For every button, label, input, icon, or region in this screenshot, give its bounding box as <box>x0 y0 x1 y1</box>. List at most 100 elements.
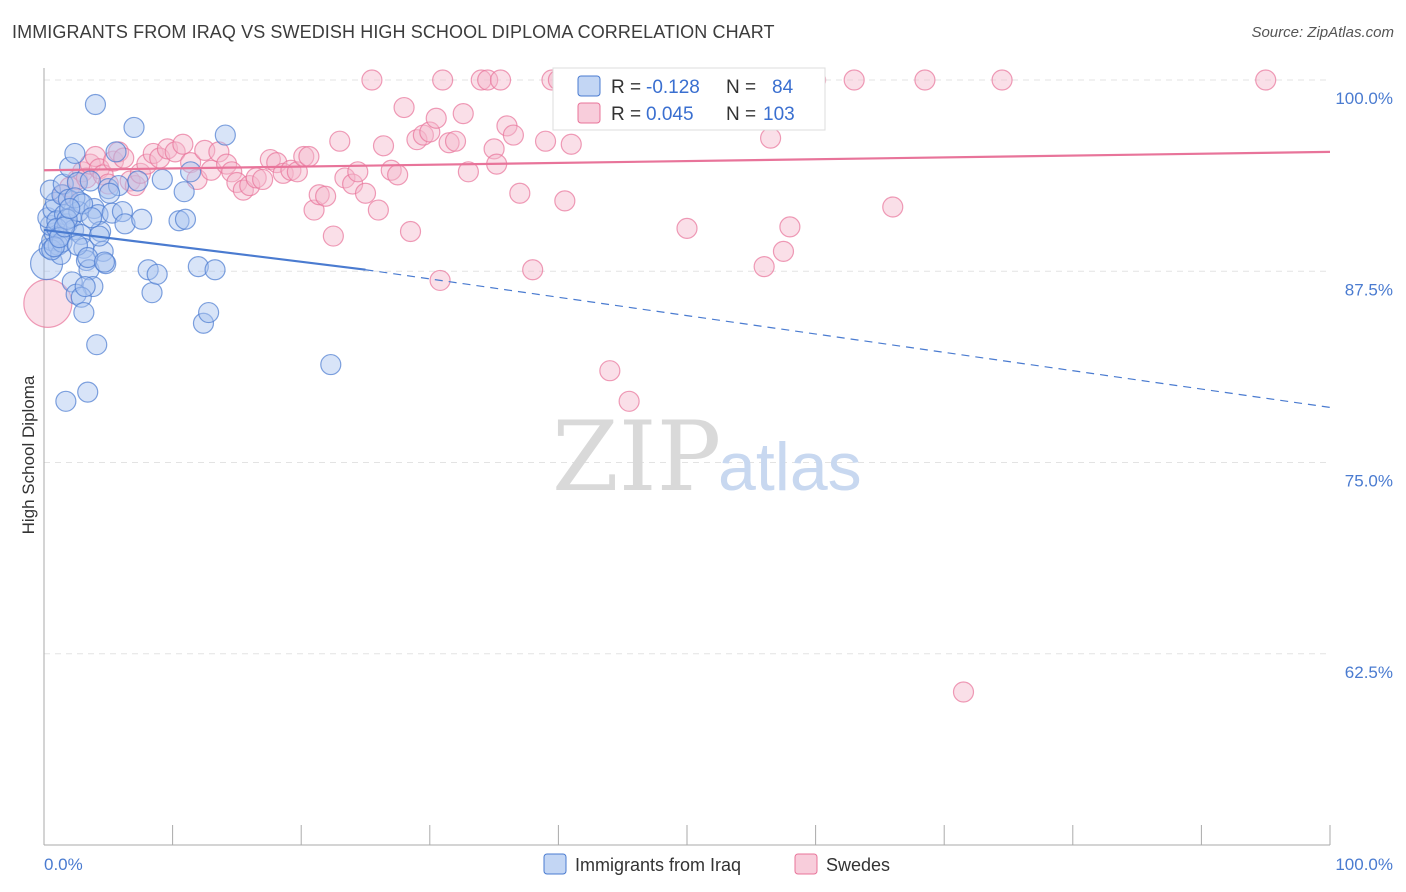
iraq-point-54 <box>74 275 96 298</box>
iraq-point-21 <box>64 142 86 165</box>
swedes-point-53 <box>372 135 395 157</box>
iraq-point-56 <box>77 381 99 403</box>
iraq-point-39 <box>105 141 127 163</box>
iraq-point-31 <box>79 170 101 192</box>
y-tick-label-0: 62.5% <box>1345 663 1393 682</box>
swedes-point-98 <box>991 69 1013 91</box>
swedes-point-43 <box>308 184 330 206</box>
swedes-point-92 <box>779 216 801 238</box>
iraq-point-49 <box>151 168 173 191</box>
legend-r-value-swedes: 0.045 <box>646 104 694 125</box>
swedes-point-66 <box>457 161 479 183</box>
iraq-trend-extension <box>365 269 1331 409</box>
swedes-point-70 <box>489 69 512 91</box>
iraq-point-55 <box>86 334 108 356</box>
iraq-point-10 <box>39 179 62 201</box>
y-tick-label-2: 87.5% <box>1345 280 1393 299</box>
iraq-point-53 <box>73 301 95 324</box>
iraq-point-42 <box>114 213 136 235</box>
swedes-point-75 <box>534 130 557 152</box>
swedes-point-63 <box>438 132 460 154</box>
x-tick-label-0: 0.0% <box>44 855 83 874</box>
watermark: ZIP atlas <box>552 401 862 513</box>
swedes-point-97 <box>952 681 975 703</box>
axes <box>43 68 1331 846</box>
swedes-point-60 <box>419 121 441 143</box>
y-tick-label-3: 100.0% <box>1335 89 1393 108</box>
iraq-point-64 <box>198 301 220 324</box>
iraq-point-30 <box>84 93 107 116</box>
swedes-point-7 <box>84 145 107 168</box>
swedes-point-68 <box>477 69 499 91</box>
swedes-point-73 <box>509 182 531 204</box>
grid-lines <box>44 79 1330 655</box>
swedes-point-64 <box>444 130 467 152</box>
swedes-point-38 <box>280 159 302 181</box>
watermark-atlas: atlas <box>718 429 862 505</box>
swedes-point-94 <box>843 69 865 91</box>
swedes-point-27 <box>208 141 230 163</box>
iraq-point-63 <box>192 312 215 334</box>
legend-r-label-iraq: R = <box>611 77 641 98</box>
trend-lines <box>43 150 1331 409</box>
swedes-point-51 <box>361 69 383 91</box>
legend-n-label-iraq: N = <box>726 77 756 98</box>
iraq-point-58 <box>168 210 190 232</box>
iraq-point-47 <box>141 282 163 304</box>
swedes-point-34 <box>252 168 274 191</box>
iraq-point-20 <box>59 156 81 178</box>
iraq-point-60 <box>180 161 202 183</box>
swedes-point-21 <box>164 141 186 163</box>
swedes-point-52 <box>367 199 389 221</box>
swedes-trend-line <box>43 150 1331 172</box>
iraq-point-67 <box>320 353 342 376</box>
legend-n-value-iraq: 84 <box>772 77 794 98</box>
iraq-point-66 <box>214 124 236 146</box>
legend-swatch-iraq <box>577 75 601 97</box>
iraq-point-80 <box>59 197 81 220</box>
swedes-point-22 <box>172 133 194 155</box>
watermark-zip: ZIP <box>552 401 721 513</box>
swedes-point-89 <box>753 256 775 278</box>
swedes-point-61 <box>425 107 447 129</box>
swedes-point-44 <box>315 185 337 207</box>
correlation-legend: R = -0.128 N = 84 R = 0.045 N = 103 <box>552 67 826 131</box>
iraq-point-43 <box>123 116 145 139</box>
x-tick-labels: 0.0% 100.0% <box>44 855 1393 874</box>
series-label-iraq: Immigrants from Iraq <box>575 855 741 875</box>
swedes-point-91 <box>772 240 795 262</box>
swedes-point-50 <box>354 182 377 204</box>
series-label-swedes: Swedes <box>826 855 890 875</box>
legend-n-value-swedes: 103 <box>763 104 795 125</box>
y-tick-labels: 62.5% 75.0% 87.5% 100.0% <box>1335 89 1393 682</box>
iraq-point-0 <box>29 247 64 281</box>
iraq-point-74 <box>80 207 103 229</box>
iraq-point-48 <box>146 263 168 285</box>
iraq-point-65 <box>204 259 226 281</box>
swedes-point-55 <box>387 164 409 186</box>
series-swatch-swedes <box>794 853 818 875</box>
series-legend: Immigrants from Iraq Swedes <box>543 853 890 875</box>
swedes-point-41 <box>298 145 320 168</box>
swedes-point-72 <box>502 124 524 146</box>
iraq-point-57 <box>55 390 77 412</box>
legend-swatch-swedes <box>577 102 601 124</box>
swedes-point-56 <box>393 96 415 119</box>
swedes-point-87 <box>676 217 698 240</box>
iraq-point-59 <box>173 181 195 203</box>
chart-source: Source: ZipAtlas.com <box>1251 24 1394 41</box>
swedes-point-62 <box>432 69 454 91</box>
swedes-point-95 <box>882 196 904 218</box>
swedes-point-99 <box>1255 69 1277 91</box>
swedes-point-57 <box>399 220 422 243</box>
iraq-point-61 <box>174 208 197 230</box>
iraq-point-44 <box>127 170 149 192</box>
swedes-point-90 <box>759 127 782 149</box>
swedes-point-100 <box>618 390 640 412</box>
chart-title: IMMIGRANTS FROM IRAQ VS SWEDISH HIGH SCH… <box>12 22 775 42</box>
y-axis-title: High School Diploma <box>19 375 38 534</box>
swedes-point-67 <box>470 69 492 91</box>
iraq-point-45 <box>131 208 153 230</box>
iraq-trend-line <box>43 228 366 271</box>
iraq-point-82 <box>77 246 99 269</box>
